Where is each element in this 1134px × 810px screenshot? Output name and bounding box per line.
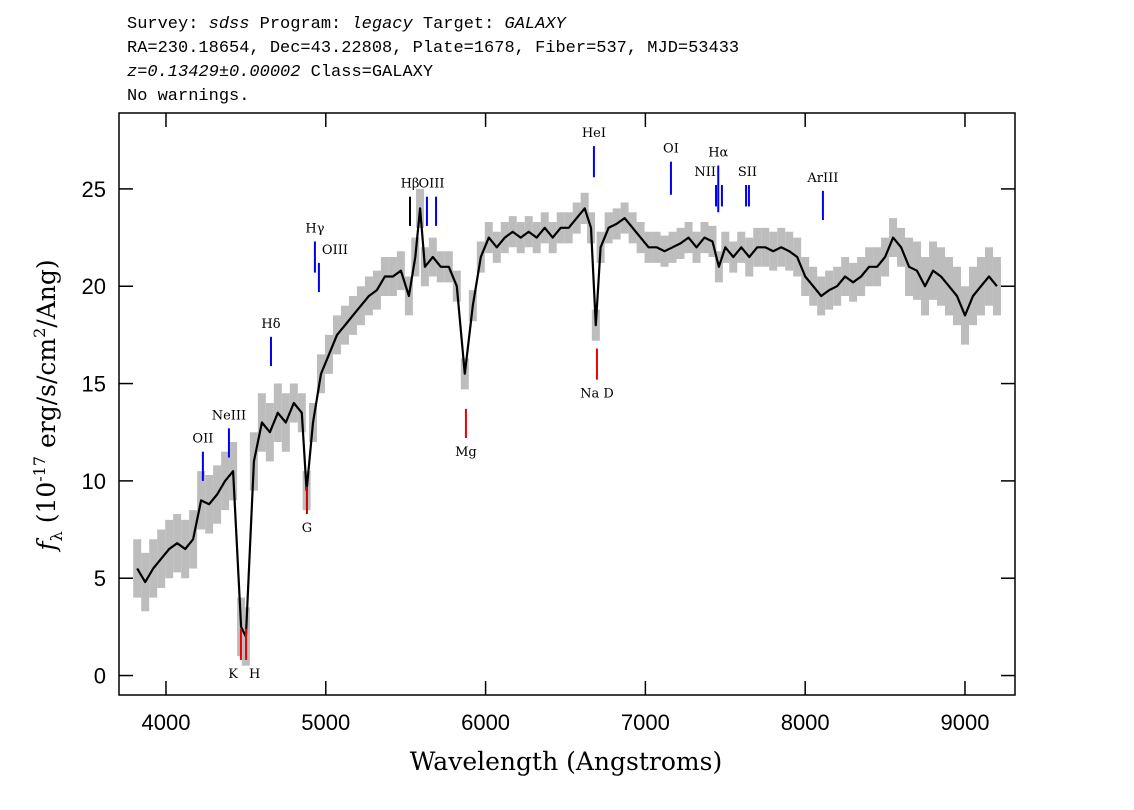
y-tick-label: 15 [82,372,106,397]
line-label: OIII [418,177,444,192]
line-label: ArIII [806,171,838,186]
header-text: Survey: [127,15,209,34]
header-text: No warnings. [127,87,249,106]
y-axis-label-part: erg/s/cm [32,338,61,456]
line-label: G [302,521,312,536]
header-text: Target: [413,15,505,34]
plot-area [133,188,1001,666]
line-label: Hβ [401,177,420,192]
x-tick-label: 4000 [142,710,191,735]
x-tick-label: 6000 [461,710,510,735]
line-label: Hγ [305,221,324,236]
header-text: Class=GALAXY [300,63,433,82]
line-label: OII [192,432,213,447]
y-axis-label-part: /Ang) [32,259,61,327]
header-text: RA=230.18654, Dec=43.22808, Plate=1678, … [127,39,739,58]
line-label: H [249,667,260,682]
y-axis-label-part: f [32,538,61,553]
y-tick-label: 20 [82,274,106,299]
spectrum-line [136,207,998,638]
header-line: z=0.13429±0.00002 Class=GALAXY [127,63,433,82]
header-line: RA=230.18654, Dec=43.22808, Plate=1678, … [127,39,739,58]
line-label: Na D [580,387,614,402]
header-line: No warnings. [127,87,249,106]
line-label: Hδ [261,317,280,332]
x-tick-label: 5000 [301,710,350,735]
line-label: OI [663,142,679,157]
y-tick-label: 10 [82,469,106,494]
y-axis-label-part: λ [47,531,66,541]
line-label: NeIII [212,408,246,423]
header-text: Program: [249,15,351,34]
y-tick-label: 0 [94,664,106,689]
x-axis-label: Wavelength (Angstroms) [410,747,722,776]
x-tick-label: 9000 [941,710,990,735]
line-label: HeI [582,126,606,141]
plot-frame [118,112,1016,696]
line-label: OIII [322,243,348,258]
line-label: SII [738,165,757,180]
header-text: GALAXY [505,15,568,34]
header-line: Survey: sdss Program: legacy Target: GAL… [127,15,568,34]
y-axis-label: fλ (10-17 erg/s/cm2/Ang) [30,259,66,552]
x-tick-label: 7000 [621,710,670,735]
line-label: Hα [708,146,728,161]
y-tick-label: 25 [82,177,106,202]
line-label: NII [694,165,716,180]
y-tick-label: 5 [94,566,106,591]
x-tick-label: 8000 [781,710,830,735]
header-text: sdss [209,15,250,34]
header-text: z=0.13429±0.00002 [127,63,300,82]
header-text: legacy [351,15,413,34]
y-axis-label-part: (10 [32,482,61,532]
y-axis-label-part: -17 [30,456,49,482]
line-label: K [228,667,238,682]
line-label: Mg [455,445,477,460]
y-axis-label-part: 2 [30,328,49,338]
